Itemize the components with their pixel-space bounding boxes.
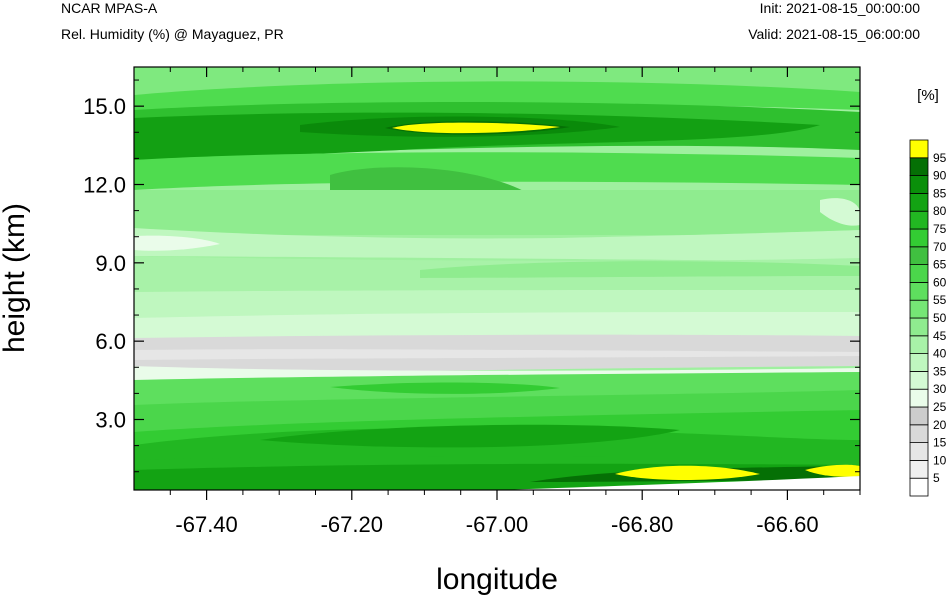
colorbar-swatch [909, 175, 929, 194]
lower-moist-6 [260, 424, 680, 448]
band-mid-1 [134, 190, 860, 235]
x-tick-label: -66.60 [756, 512, 818, 537]
colorbar-swatch [909, 246, 929, 266]
colorbar-swatch [909, 406, 929, 426]
colorbar-label: 10 [933, 453, 947, 467]
x-tick-label: -67.00 [466, 512, 528, 537]
colorbar-label: 90 [933, 169, 947, 183]
y-tick-label: 15.0 [83, 94, 126, 119]
init-time: Init: 2021-08-15_00:00:00 [759, 0, 920, 16]
dry-layer-inner [134, 349, 860, 360]
x-axis-title: longitude [436, 563, 558, 596]
x-axis: -67.40 -67.20 -67.00 -66.80 -66.60 [169, 67, 861, 537]
colorbar-swatch [909, 442, 929, 461]
y-axis-title: height (km) [0, 203, 31, 353]
colorbar-label: 20 [933, 418, 947, 432]
band-upper-6 [134, 152, 860, 190]
colorbar-label: 35 [933, 364, 947, 378]
band-mid-2 [134, 228, 860, 262]
colorbar-label: 65 [933, 258, 947, 272]
y-tick-label: 3.0 [95, 408, 126, 433]
colorbar-swatch [909, 459, 929, 479]
colorbar-label: 30 [933, 382, 947, 396]
colorbar-label: 85 [933, 186, 947, 200]
colorbar-swatch [909, 370, 929, 390]
band-mid-3 [134, 235, 220, 251]
colorbar-swatch [909, 353, 929, 372]
x-tick-label: -67.40 [175, 512, 237, 537]
colorbar-label: 70 [933, 240, 947, 254]
model-name: NCAR MPAS-A [61, 0, 158, 16]
colorbar-swatch [909, 317, 929, 337]
valid-time: Valid: 2021-08-15_06:00:00 [748, 26, 920, 42]
colorbar-swatch [909, 264, 929, 283]
heatmap-field [134, 67, 860, 490]
colorbar-label: 5 [933, 471, 940, 485]
colorbar-swatch [909, 192, 929, 212]
field-title: Rel. Humidity (%) @ Mayaguez, PR [61, 26, 284, 42]
y-axis: 3.0 6.0 9.0 12.0 15.0 [83, 79, 860, 473]
colorbar-label: 75 [933, 222, 947, 236]
colorbar: 5 10 15 20 25 30 35 40 45 50 55 60 65 70 75 80 85 90 95 [909, 139, 947, 497]
colorbar-label: 40 [933, 347, 947, 361]
surface-max-core-2 [805, 464, 860, 477]
colorbar-swatch [909, 335, 929, 354]
colorbar-unit: [%] [917, 87, 939, 104]
band-mid-5 [420, 261, 860, 278]
surface-max-core-1 [615, 465, 760, 480]
colorbar-swatch [909, 157, 929, 177]
colorbar-label: 95 [933, 151, 947, 165]
band-mid-7 [134, 312, 860, 340]
y-tick-label: 6.0 [95, 329, 126, 354]
colorbar-swatch [909, 299, 929, 319]
colorbar-label: 60 [933, 275, 947, 289]
colorbar-label: 50 [933, 311, 947, 325]
x-tick-label: -67.20 [321, 512, 383, 537]
y-tick-label: 9.0 [95, 251, 126, 276]
colorbar-label: 45 [933, 329, 947, 343]
colorbar-swatch [909, 210, 929, 230]
colorbar-swatch [909, 477, 929, 497]
upper-max-core [392, 122, 560, 134]
colorbar-label: 55 [933, 293, 947, 307]
colorbar-swatch [909, 424, 929, 443]
terrain-mask [500, 476, 860, 490]
colorbar-label: 25 [933, 400, 947, 414]
x-tick-label: -66.80 [611, 512, 673, 537]
lower-moist-2 [330, 382, 560, 394]
band-mid-edge [820, 198, 860, 226]
colorbar-swatch [909, 388, 929, 408]
colorbar-swatch [909, 281, 929, 301]
colorbar-swatch [909, 139, 929, 159]
colorbar-label: 15 [933, 436, 947, 450]
colorbar-swatch [909, 228, 929, 248]
y-tick-label: 12.0 [83, 173, 126, 198]
colorbar-label: 80 [933, 204, 947, 218]
